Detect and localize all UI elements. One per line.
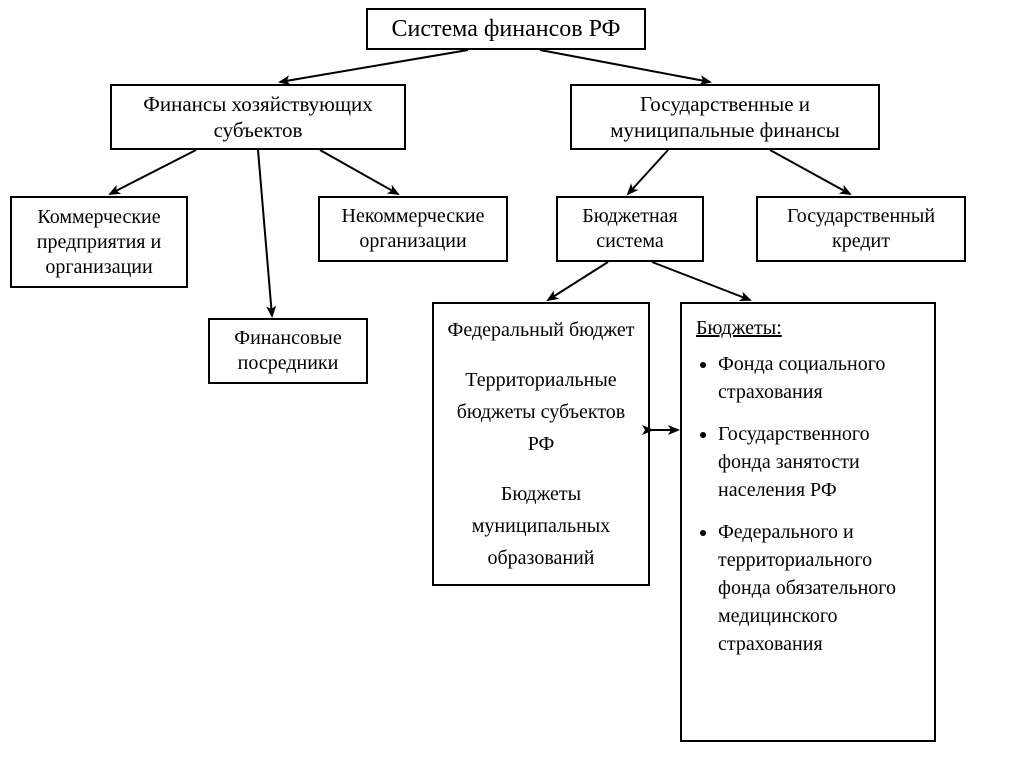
list-item: Фонда социального страхования: [718, 350, 920, 406]
arrow: [320, 150, 398, 194]
node-budget-system: Бюджетная система: [556, 196, 704, 262]
list-title: Бюджеты:: [696, 314, 920, 342]
arrow: [280, 50, 468, 82]
arrow: [628, 150, 668, 194]
node-label: Государственный кредит: [766, 204, 956, 254]
list-item: Федеральный бюджет: [442, 314, 640, 346]
node-label: Государственные и муниципальные финансы: [580, 91, 870, 144]
arrow: [540, 50, 710, 82]
list-item: Государственного фонда занятости населен…: [718, 420, 920, 504]
node-gov-finance: Государственные и муниципальные финансы: [570, 84, 880, 150]
list-item: Бюджеты муниципальных образований: [442, 478, 640, 574]
arrow: [110, 150, 196, 194]
list-item: Территориальные бюджеты субъектов РФ: [442, 364, 640, 460]
node-gov-credit: Государственный кредит: [756, 196, 966, 262]
arrow: [548, 262, 608, 300]
node-root-text: Система финансов РФ: [392, 14, 621, 44]
node-intermediaries: Финансовые посредники: [208, 318, 368, 384]
arrow: [258, 150, 272, 316]
node-label: Бюджетная система: [566, 204, 694, 254]
arrow: [770, 150, 850, 194]
arrow: [652, 262, 750, 300]
node-commercial: Коммерческие предприятия и организации: [10, 196, 188, 288]
node-label: Финансы хозяйствующих субъектов: [120, 91, 396, 144]
node-label: Некоммерческие организации: [328, 204, 498, 254]
node-noncommercial: Некоммерческие организации: [318, 196, 508, 262]
bullet-list: Фонда социального страхования Государств…: [696, 350, 920, 658]
node-root: Система финансов РФ: [366, 8, 646, 50]
node-business-finance: Финансы хозяйствующих субъектов: [110, 84, 406, 150]
list-item: Федерального и территориального фонда об…: [718, 518, 920, 658]
node-label: Коммерческие предприятия и организации: [20, 205, 178, 280]
node-budgets-left: Федеральный бюджет Территориальные бюдже…: [432, 302, 650, 586]
node-label: Финансовые посредники: [218, 326, 358, 376]
node-budgets-right: Бюджеты: Фонда социального страхования Г…: [680, 302, 936, 742]
